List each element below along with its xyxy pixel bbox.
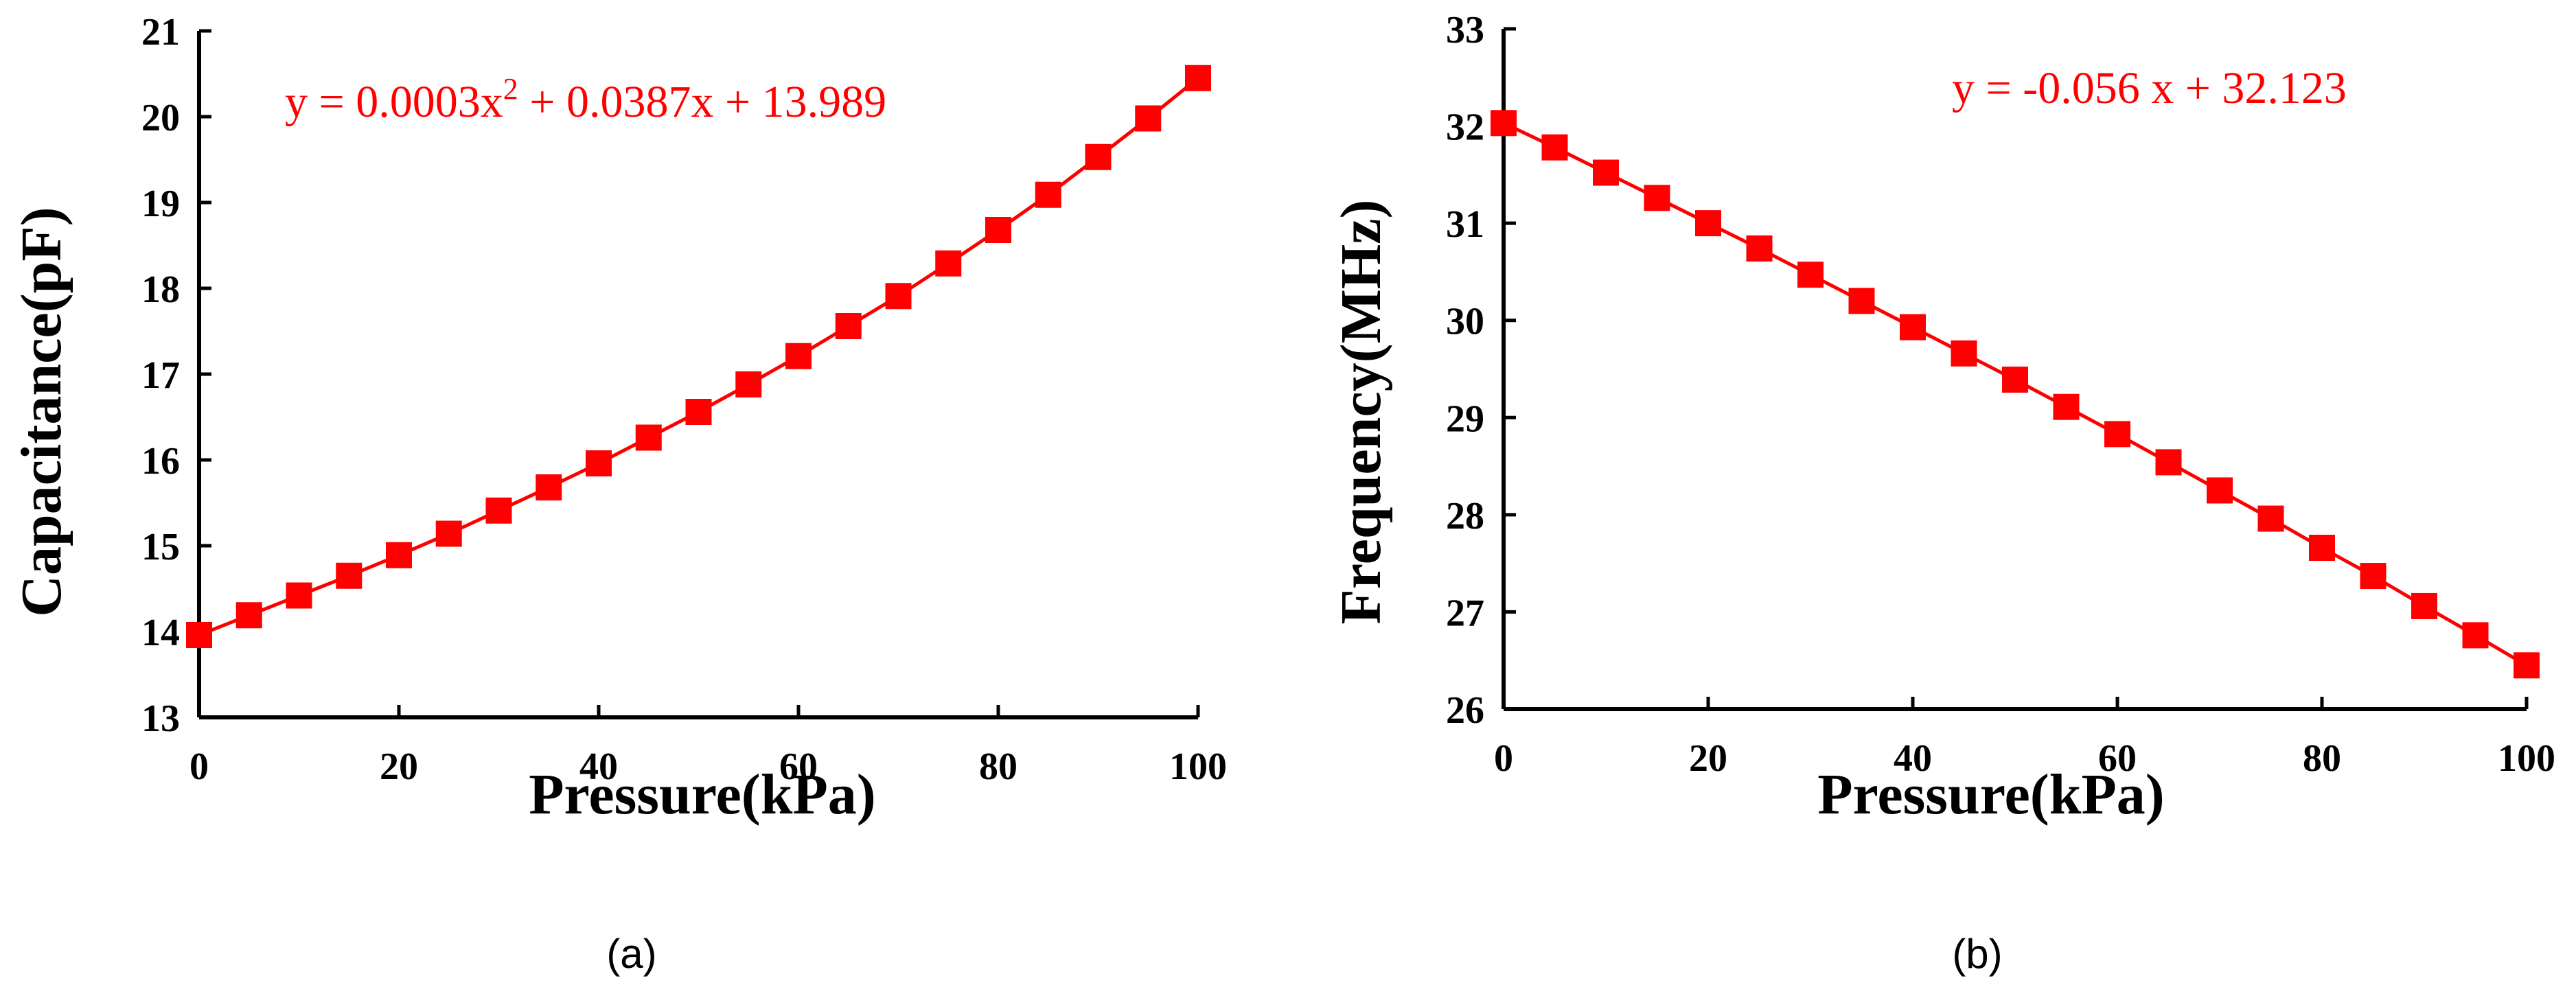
chart-a-y-tick-label: 16: [141, 440, 180, 483]
chart-a: 13 14 15 16 17 18 19 20 21 0 20 40 60 80 100 y = 0.000…: [10, 11, 1227, 977]
chart-b-data-point: [1900, 314, 1926, 340]
chart-a-equation: y = 0.0003x2 + 0.0387x + 13.989: [285, 72, 886, 127]
chart-b-data-point: [2514, 652, 2540, 679]
chart-a-data-point: [885, 283, 912, 310]
chart-b-data-point: [2155, 449, 2182, 476]
chart-b-data-point: [2462, 622, 2489, 649]
chart-a-y-tick-label: 20: [141, 97, 180, 139]
chart-b-y-tick-label: 28: [1446, 495, 1484, 538]
chart-b-equation: y = -0.056 x + 32.123: [1952, 63, 2347, 113]
chart-a-data-point: [685, 399, 712, 425]
chart-a-data-point: [435, 520, 462, 547]
chart-b: 26 27 28 29 30 31 32 33 0 20 40 60 80 100 y = -0.056 …: [1329, 9, 2555, 977]
chart-b-data-point: [1695, 210, 1721, 237]
chart-a-data-point: [835, 313, 862, 339]
chart-b-data-point: [1491, 110, 1517, 137]
chart-a-data-point: [235, 602, 262, 629]
chart-a-caption: (a): [606, 931, 656, 977]
chart-a-y-tick-label: 15: [141, 526, 180, 568]
chart-a-data-point: [1085, 143, 1112, 170]
chart-a-data-point: [1035, 181, 1061, 208]
chart-a-y-tick-label: 14: [141, 612, 180, 654]
chart-a-data-point: [336, 562, 363, 589]
chart-a-y-tick-label: 17: [141, 354, 180, 397]
chart-a-x-tick-label: 100: [1169, 746, 1227, 788]
chart-b-data-point: [2411, 592, 2437, 619]
chart-b-y-tick-label: 30: [1446, 301, 1484, 343]
chart-a-y-tick-label: 21: [141, 11, 180, 54]
chart-b-y-tick-label: 26: [1446, 689, 1484, 732]
chart-b-data-point: [1541, 134, 1568, 161]
chart-b-y-tick-label: 29: [1446, 397, 1484, 440]
chart-a-x-tick-label: 80: [979, 746, 1017, 788]
chart-b-data-point: [2207, 477, 2233, 504]
chart-a-data-point: [386, 542, 412, 568]
chart-b-data-point: [2104, 421, 2130, 448]
chart-a-data-point: [586, 450, 612, 476]
chart-b-caption: (b): [1952, 931, 2002, 977]
chart-b-data-point: [2053, 393, 2080, 420]
chart-a-xlabel: Pressure(kPa): [529, 763, 875, 827]
chart-a-y-tick-label: 13: [141, 697, 180, 740]
chart-b-y-tick-label: 32: [1446, 106, 1484, 149]
chart-a-x-tick-label: 40: [579, 746, 618, 788]
chart-b-data-point: [1746, 235, 1773, 262]
chart-b-y-tick-label: 33: [1446, 9, 1484, 51]
chart-a-data-point: [286, 582, 312, 609]
chart-a-data-point: [935, 250, 962, 277]
chart-a-x-tick-label: 60: [779, 746, 818, 788]
chart-a-data-point: [186, 622, 212, 648]
chart-b-data-point: [2002, 367, 2028, 393]
chart-b-x-tick-label: 40: [1894, 737, 1932, 780]
chart-a-data-point: [485, 497, 512, 524]
chart-b-data-point: [1951, 340, 1977, 367]
chart-a-data-point: [635, 424, 662, 451]
chart-b-x-tick-label: 0: [1494, 737, 1513, 780]
chart-b-x-tick-label: 60: [2098, 737, 2137, 780]
chart-a-data-point: [985, 217, 1011, 243]
chart-b-data-point: [2360, 563, 2387, 590]
chart-b-ylabel: Frequency(MHz): [1329, 200, 1393, 625]
chart-b-data-point: [1848, 288, 1875, 314]
chart-a-x-tick-label: 20: [380, 746, 418, 788]
chart-a-series-line: [198, 76, 1199, 637]
chart-b-data-point: [1593, 159, 1619, 186]
chart-a-data-point: [1135, 105, 1162, 132]
chart-a-plot: 13 14 15 16 17 18 19 20 21 0 20 40 60 80 100: [141, 11, 1227, 788]
chart-b-y-tick-label: 31: [1446, 203, 1484, 246]
chart-a-data-point: [785, 343, 812, 369]
chart-b-xlabel: Pressure(kPa): [1817, 763, 2164, 827]
chart-b-y-tick-label: 27: [1446, 592, 1484, 634]
chart-a-data-point: [1185, 65, 1211, 91]
chart-b-plot: 26 27 28 29 30 31 32 33 0 20 40 60 80 100: [1446, 9, 2555, 780]
chart-a-y-tick-label: 19: [141, 183, 180, 225]
chart-b-data-point: [1797, 262, 1824, 288]
chart-a-data-point: [735, 371, 762, 397]
chart-b-data-point: [2257, 505, 2284, 532]
chart-a-x-tick-label: 0: [189, 746, 209, 788]
chart-a-y-tick-label: 18: [141, 268, 180, 311]
chart-b-x-tick-label: 20: [1689, 737, 1727, 780]
chart-b-data-point: [2309, 534, 2335, 561]
chart-a-data-point: [536, 474, 562, 500]
chart-b-data-point: [1644, 185, 1670, 211]
chart-a-ylabel: Capacitance(pF): [10, 207, 73, 616]
chart-b-x-tick-label: 100: [2498, 737, 2555, 780]
chart-b-x-tick-label: 80: [2303, 737, 2341, 780]
